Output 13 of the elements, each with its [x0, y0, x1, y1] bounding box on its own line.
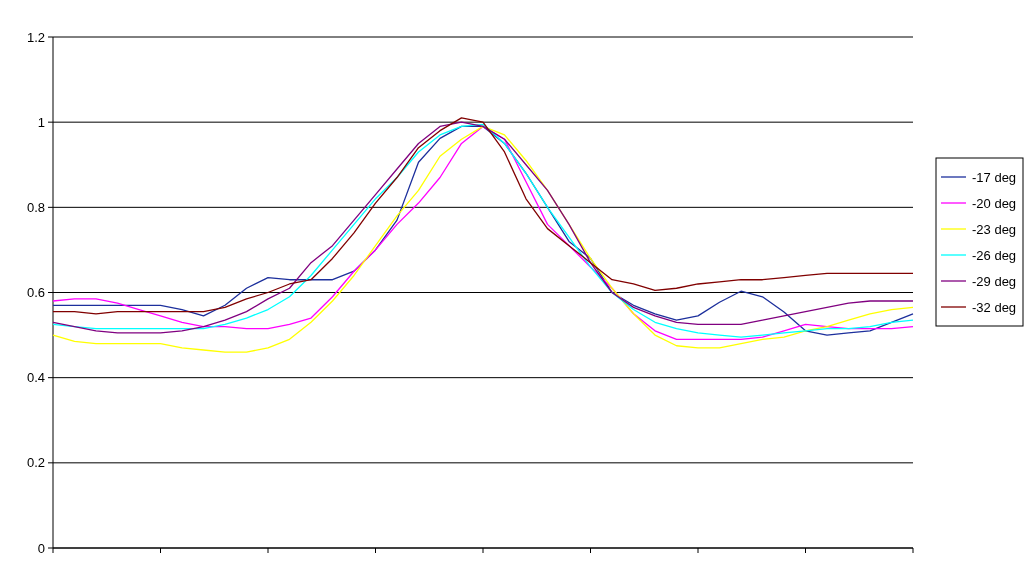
y-tick-label: 0: [37, 540, 45, 556]
legend-label: -20 deg: [972, 195, 1017, 211]
y-tick-label: 0.6: [26, 285, 45, 301]
legend-label: -32 deg: [972, 299, 1017, 315]
y-tick-label: 1.2: [26, 29, 45, 45]
legend-label: -23 deg: [972, 221, 1017, 237]
y-tick-label: 0.8: [26, 199, 45, 215]
y-tick-label: 1: [37, 114, 45, 130]
legend-label: -26 deg: [972, 247, 1017, 263]
y-tick-label: 0.2: [26, 455, 45, 471]
legend-label: -17 deg: [972, 169, 1017, 185]
y-tick-label: 0.4: [26, 370, 45, 386]
legend-label: -29 deg: [972, 273, 1017, 289]
